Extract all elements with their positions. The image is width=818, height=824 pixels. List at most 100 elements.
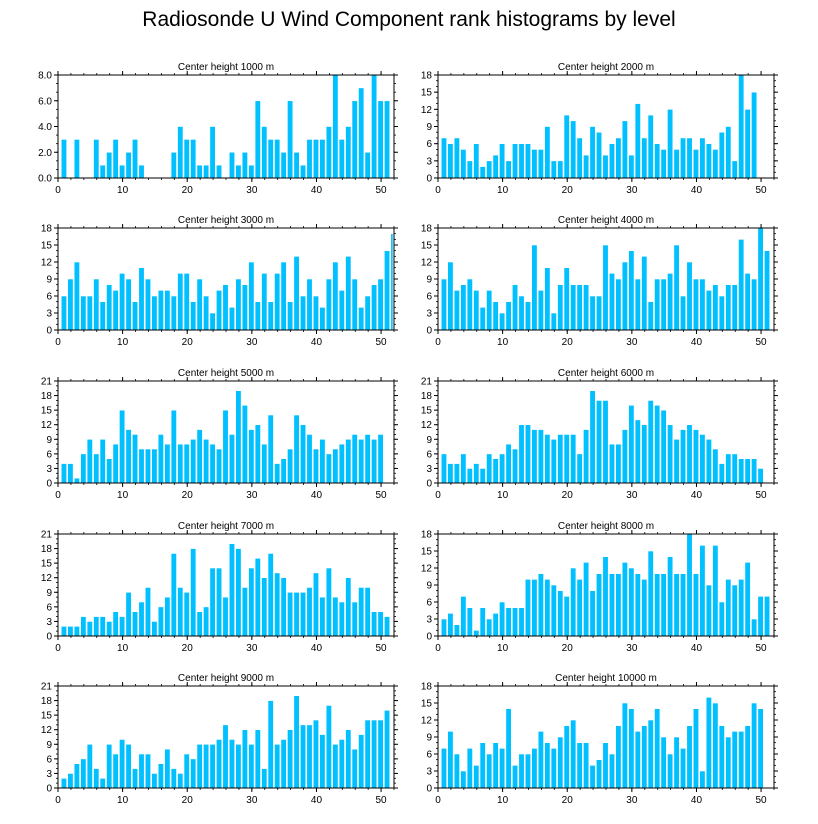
histogram-bar bbox=[499, 143, 506, 179]
histogram-bar bbox=[751, 91, 758, 179]
panel-title: Center height 3000 m bbox=[178, 215, 274, 226]
histogram-bar bbox=[293, 591, 300, 637]
histogram-bar bbox=[306, 587, 313, 637]
histogram-bar bbox=[712, 545, 719, 637]
histogram-bar bbox=[300, 591, 307, 637]
histogram-bar bbox=[563, 114, 570, 179]
histogram-bar bbox=[177, 126, 184, 179]
histogram-bar bbox=[505, 301, 512, 331]
histogram-bar bbox=[300, 724, 307, 789]
histogram-bar bbox=[151, 448, 158, 484]
y-tick-label: 21 bbox=[421, 377, 433, 388]
histogram-bar bbox=[345, 577, 352, 637]
histogram-bar bbox=[686, 137, 693, 179]
histogram-bar bbox=[144, 587, 151, 637]
histogram-bar bbox=[351, 100, 358, 179]
histogram-bar bbox=[209, 743, 216, 789]
y-tick-label: 0 bbox=[46, 632, 52, 643]
histogram-bar bbox=[499, 312, 506, 331]
histogram-bar bbox=[596, 131, 603, 179]
x-tick-label: 50 bbox=[756, 185, 768, 196]
y-tick-label: 9 bbox=[426, 435, 432, 446]
histogram-bar bbox=[608, 143, 615, 179]
panel-title: Center height 5000 m bbox=[178, 368, 274, 379]
histogram-bar bbox=[512, 765, 519, 789]
x-tick-label: 10 bbox=[497, 490, 509, 501]
histogram-bar bbox=[351, 748, 358, 789]
histogram-bar bbox=[589, 765, 596, 789]
y-tick-label: 9 bbox=[426, 122, 432, 133]
y-tick-label: 6 bbox=[46, 602, 52, 613]
histogram-bar bbox=[112, 611, 119, 637]
x-tick-label: 40 bbox=[311, 795, 323, 806]
histogram-bar bbox=[325, 567, 332, 637]
x-tick-label: 50 bbox=[756, 643, 768, 654]
y-tick-label: 0 bbox=[426, 174, 432, 185]
y-tick-label: 3 bbox=[46, 617, 52, 628]
histogram-bar bbox=[550, 438, 557, 484]
histogram-bar bbox=[300, 295, 307, 331]
histogram-bar bbox=[216, 164, 223, 179]
histogram-bar bbox=[660, 278, 667, 331]
y-tick-label: 6 bbox=[46, 754, 52, 765]
histogram-bar bbox=[241, 404, 248, 484]
histogram-bar bbox=[705, 584, 712, 637]
panel-title: Center height 4000 m bbox=[558, 215, 654, 226]
x-tick-label: 10 bbox=[497, 643, 509, 654]
y-tick-label: 12 bbox=[421, 420, 433, 431]
histogram-bar bbox=[144, 753, 151, 789]
histogram-bar bbox=[615, 278, 622, 331]
histogram-bar bbox=[371, 438, 378, 484]
x-tick-label: 50 bbox=[376, 185, 388, 196]
histogram-bar bbox=[466, 468, 473, 484]
y-tick-label: 9 bbox=[46, 740, 52, 751]
histogram-bar bbox=[512, 607, 519, 637]
x-tick-label: 40 bbox=[691, 490, 703, 501]
histogram-bar bbox=[164, 748, 171, 789]
histogram-bar bbox=[235, 548, 242, 637]
y-tick-label: 18 bbox=[41, 696, 53, 707]
histogram-bar bbox=[544, 434, 551, 484]
histogram-bar bbox=[332, 743, 339, 789]
histogram-bar bbox=[686, 261, 693, 331]
histogram-bar bbox=[447, 613, 454, 637]
histogram-bar bbox=[705, 697, 712, 789]
histogram-bar bbox=[196, 164, 203, 179]
histogram-bar bbox=[151, 621, 158, 637]
y-tick-label: 6 bbox=[46, 449, 52, 460]
histogram-bar bbox=[673, 573, 680, 637]
y-tick-label: 6 bbox=[426, 750, 432, 761]
y-tick-label: 12 bbox=[41, 420, 53, 431]
histogram-bar bbox=[757, 468, 764, 484]
histogram-bar bbox=[73, 763, 80, 789]
histogram-bar bbox=[615, 137, 622, 179]
histogram-bar bbox=[254, 424, 261, 484]
histogram-bar bbox=[377, 611, 384, 637]
histogram-bar bbox=[241, 729, 248, 789]
histogram-bar bbox=[518, 295, 525, 331]
histogram-bar bbox=[196, 278, 203, 331]
histogram-bar bbox=[460, 770, 467, 789]
histogram-bar bbox=[287, 729, 294, 789]
histogram-bar bbox=[615, 573, 622, 637]
histogram-bar bbox=[492, 613, 499, 637]
panel-3: Center height 3000 m 0 3 6 9 12 15 18 0 10 20 30 40 5… bbox=[41, 215, 398, 348]
histogram-bar bbox=[473, 463, 480, 484]
histogram-bar bbox=[364, 151, 371, 179]
histogram-bar bbox=[170, 295, 177, 331]
histogram-bar bbox=[621, 120, 628, 179]
histogram-bar bbox=[440, 453, 447, 484]
histogram-bar bbox=[570, 434, 577, 484]
histogram-bar bbox=[151, 295, 158, 331]
y-tick-label: 0 bbox=[426, 479, 432, 490]
x-tick-label: 30 bbox=[626, 490, 638, 501]
panel-7: Center height 7000 m 0 3 6 9 12 15 18 21 0 10 20 30 4… bbox=[41, 521, 398, 654]
y-tick-label: 15 bbox=[41, 406, 53, 417]
histogram-bar bbox=[106, 743, 113, 789]
histogram-bar bbox=[157, 763, 164, 789]
histogram-bar bbox=[680, 573, 687, 637]
x-tick-label: 10 bbox=[117, 795, 129, 806]
histogram-bar bbox=[306, 724, 313, 789]
histogram-bar bbox=[338, 139, 345, 179]
histogram-bar bbox=[583, 284, 590, 331]
